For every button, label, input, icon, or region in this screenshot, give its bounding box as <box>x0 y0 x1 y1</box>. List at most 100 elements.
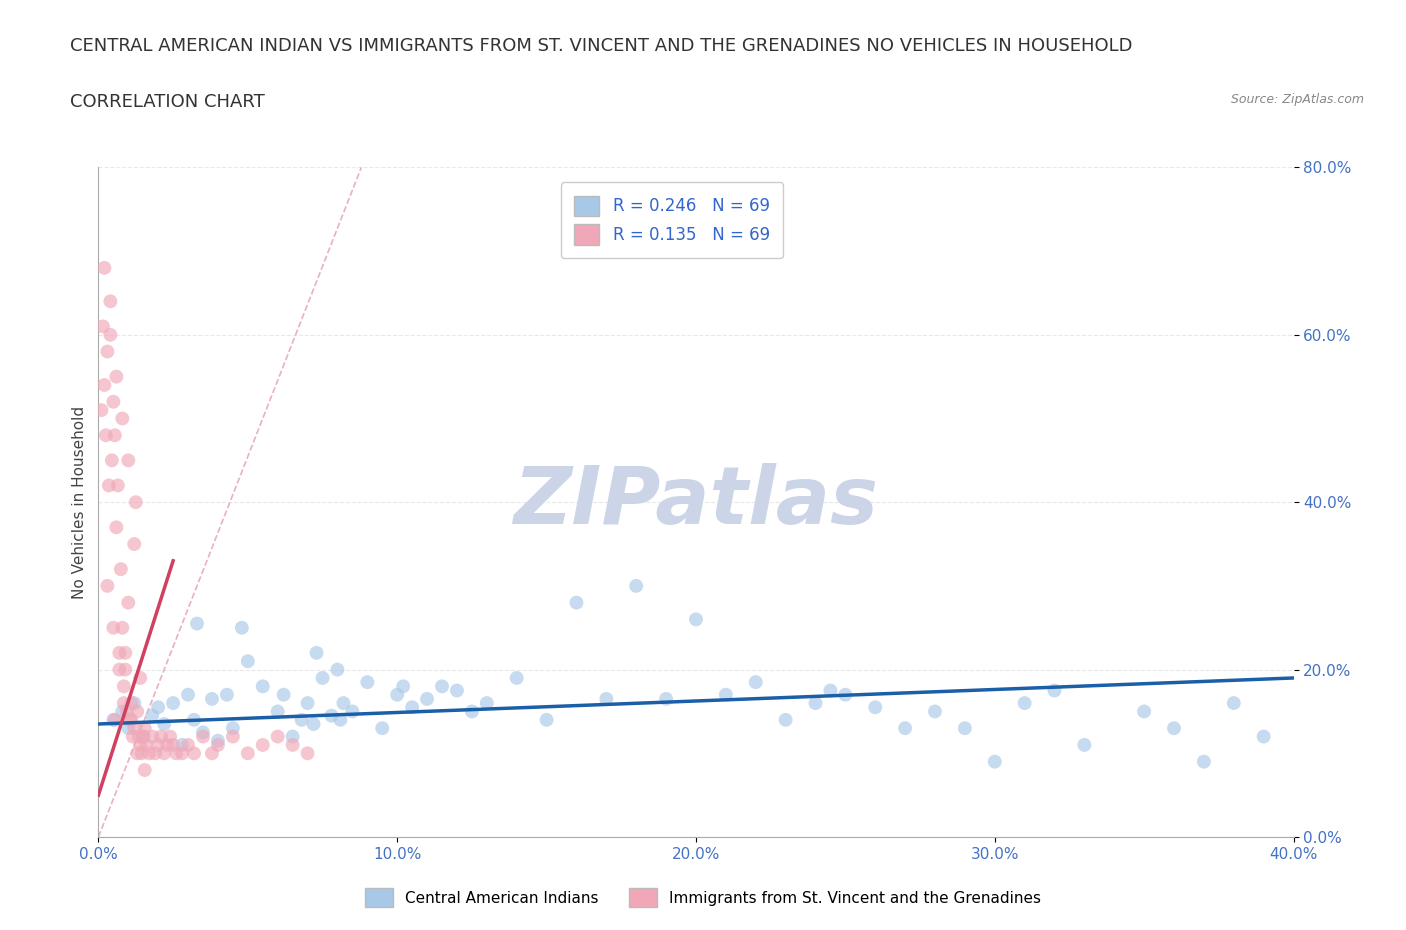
Y-axis label: No Vehicles in Household: No Vehicles in Household <box>72 405 87 599</box>
Point <box>207 733 229 748</box>
Point <box>103 620 125 635</box>
Point <box>430 679 453 694</box>
Point <box>236 654 259 669</box>
Point <box>177 687 200 702</box>
Point <box>536 712 558 727</box>
Point <box>125 495 148 510</box>
Point <box>98 327 122 342</box>
Point <box>302 716 325 731</box>
Point <box>305 645 328 660</box>
Point <box>165 746 187 761</box>
Text: ZIPatlas: ZIPatlas <box>513 463 879 541</box>
Point <box>104 428 127 443</box>
Point <box>624 578 647 593</box>
Point <box>201 692 224 707</box>
Point <box>97 478 120 493</box>
Point <box>150 729 173 744</box>
Point <box>91 319 114 334</box>
Point <box>1043 683 1066 698</box>
Point <box>953 721 976 736</box>
Point <box>124 537 146 551</box>
Point <box>371 721 394 736</box>
Point <box>446 683 468 698</box>
Point <box>108 662 131 677</box>
Point <box>863 700 886 715</box>
Point <box>129 737 152 752</box>
Point <box>104 712 127 727</box>
Point <box>183 746 205 761</box>
Point <box>983 754 1005 769</box>
Point <box>117 453 139 468</box>
Point <box>141 709 163 724</box>
Point <box>273 687 295 702</box>
Point <box>90 403 112 418</box>
Point <box>252 737 274 752</box>
Point <box>267 704 290 719</box>
Point <box>290 712 312 727</box>
Point <box>1133 704 1156 719</box>
Point <box>153 746 176 761</box>
Point <box>820 683 842 698</box>
Point <box>385 687 409 702</box>
Point <box>132 729 155 744</box>
Point <box>252 679 274 694</box>
Point <box>94 428 117 443</box>
Point <box>329 712 352 727</box>
Point <box>162 737 184 752</box>
Point <box>120 696 142 711</box>
Point <box>134 763 156 777</box>
Point <box>96 344 118 359</box>
Point <box>191 725 214 740</box>
Point <box>191 729 214 744</box>
Point <box>138 746 160 761</box>
Point <box>148 737 170 752</box>
Point <box>135 737 157 752</box>
Point <box>131 746 153 761</box>
Point <box>127 746 149 761</box>
Point <box>342 704 364 719</box>
Point <box>231 620 253 635</box>
Point <box>595 692 617 707</box>
Point <box>110 562 132 577</box>
Point <box>105 369 128 384</box>
Point <box>222 721 245 736</box>
Point <box>1192 754 1215 769</box>
Legend: R = 0.246   N = 69, R = 0.135   N = 69: R = 0.246 N = 69, R = 0.135 N = 69 <box>561 182 783 259</box>
Point <box>506 671 529 685</box>
Point <box>98 294 122 309</box>
Point <box>215 687 238 702</box>
Point <box>103 394 125 409</box>
Point <box>186 616 208 631</box>
Point <box>124 696 146 711</box>
Point <box>332 696 354 711</box>
Point <box>201 746 224 761</box>
Point <box>1014 696 1036 711</box>
Point <box>356 675 378 690</box>
Point <box>401 700 423 715</box>
Text: CORRELATION CHART: CORRELATION CHART <box>70 93 266 111</box>
Point <box>183 712 205 727</box>
Point <box>143 746 166 761</box>
Point <box>416 692 439 707</box>
Point <box>1163 721 1185 736</box>
Point <box>172 737 194 752</box>
Point <box>93 378 115 392</box>
Point <box>804 696 827 711</box>
Point <box>114 662 136 677</box>
Point <box>281 737 304 752</box>
Text: CENTRAL AMERICAN INDIAN VS IMMIGRANTS FROM ST. VINCENT AND THE GRENADINES NO VEH: CENTRAL AMERICAN INDIAN VS IMMIGRANTS FR… <box>70 37 1133 55</box>
Point <box>156 737 179 752</box>
Point <box>128 729 150 744</box>
Point <box>461 704 484 719</box>
Point <box>745 675 768 690</box>
Point <box>148 700 170 715</box>
Point <box>115 704 138 719</box>
Point <box>297 696 319 711</box>
Point <box>93 260 115 275</box>
Point <box>655 692 678 707</box>
Point <box>141 729 163 744</box>
Point <box>685 612 707 627</box>
Point <box>775 712 797 727</box>
Point <box>207 737 229 752</box>
Point <box>714 687 737 702</box>
